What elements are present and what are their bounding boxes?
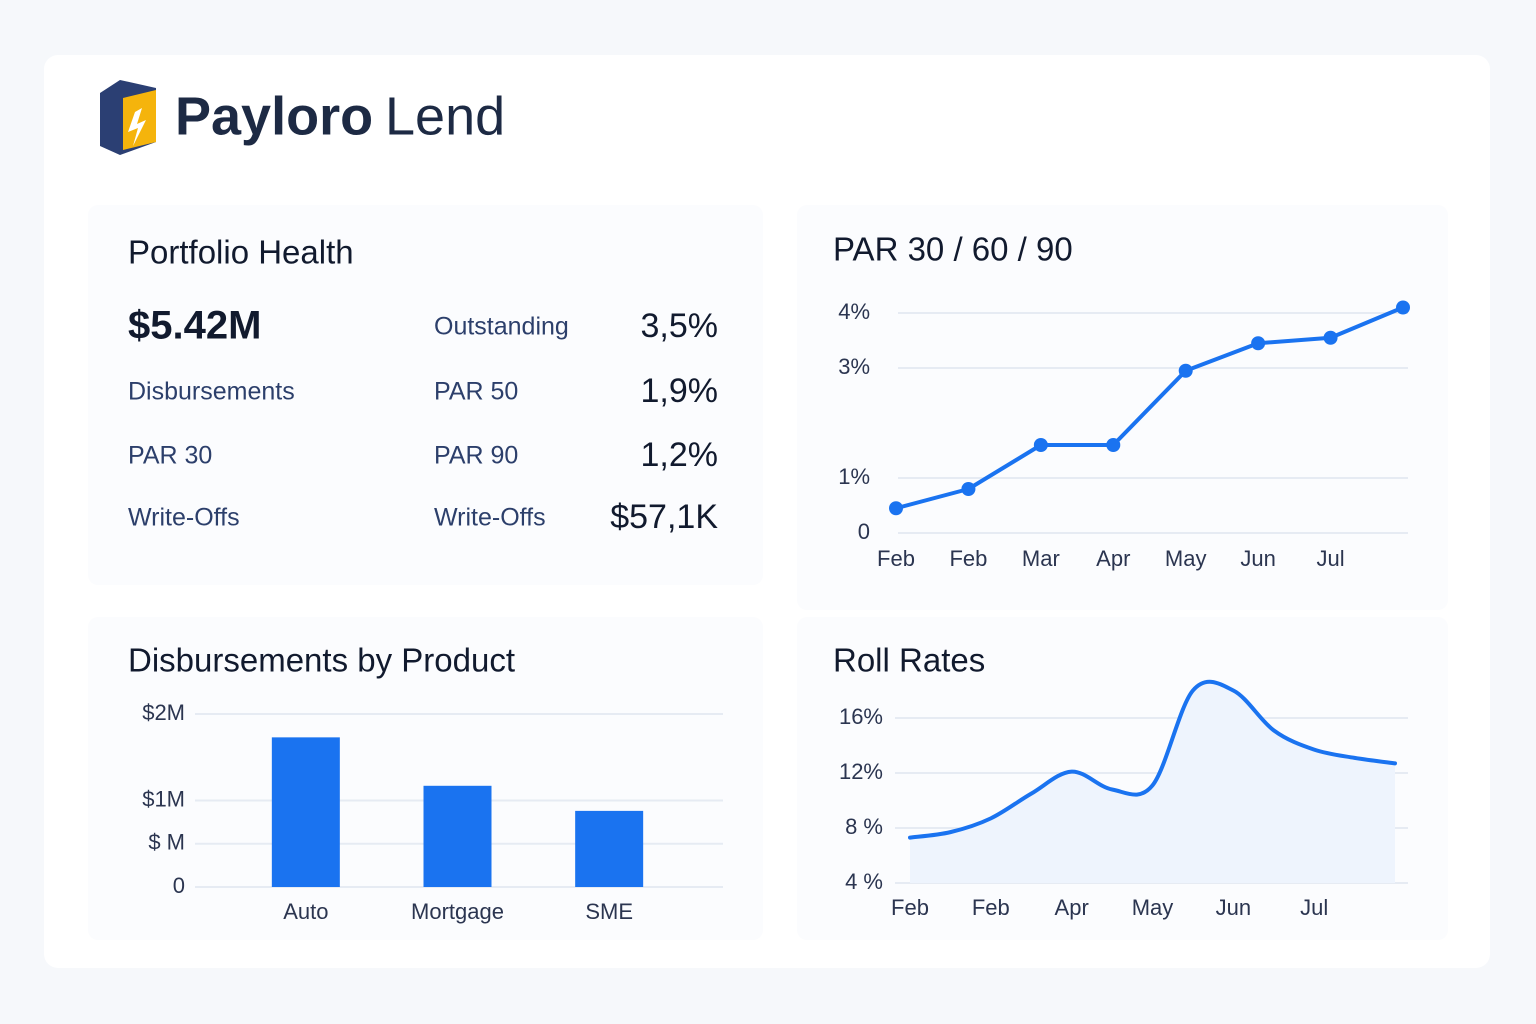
x-tick-label: Jun xyxy=(1240,546,1275,571)
x-tick-label: Feb xyxy=(891,895,929,920)
y-tick-label: 3% xyxy=(838,354,870,379)
panel-title: Roll Rates xyxy=(833,642,985,679)
y-tick-label: $1M xyxy=(142,786,185,811)
x-tick-label: Auto xyxy=(283,899,328,924)
marker xyxy=(1251,336,1266,351)
y-tick-label: 1% xyxy=(838,464,870,489)
bar xyxy=(575,810,644,887)
bar xyxy=(423,785,492,887)
y-tick-label: 4% xyxy=(838,299,870,324)
x-tick-label: Mortgage xyxy=(411,899,504,924)
x-tick-label: Feb xyxy=(972,895,1010,920)
x-tick-label: Feb xyxy=(949,546,987,571)
kpi-value: 1,9% xyxy=(641,372,719,410)
y-tick-label: 16% xyxy=(839,704,883,729)
line xyxy=(908,679,1397,840)
kpi-label: Write-Offs xyxy=(128,504,240,532)
marker xyxy=(961,482,976,496)
y-tick-label: $ M xyxy=(148,830,185,855)
kpi-label: PAR 90 xyxy=(434,442,518,470)
y-tick-label: 12% xyxy=(839,759,883,784)
x-tick-label: Jun xyxy=(1216,895,1251,920)
kpi-value: 1,2% xyxy=(641,436,719,474)
y-tick-label: 0 xyxy=(173,873,185,898)
marker xyxy=(1323,330,1338,345)
kpi-label: PAR 50 xyxy=(434,378,518,406)
line xyxy=(894,305,1405,511)
kpi-label: Disbursements xyxy=(128,378,295,406)
marker xyxy=(1033,438,1048,452)
marker xyxy=(1178,363,1193,378)
panel-title: PAR 30 / 60 / 90 xyxy=(833,231,1073,268)
logo xyxy=(100,80,156,155)
bar xyxy=(271,737,340,887)
y-tick-label: 8 % xyxy=(845,814,883,839)
kpi-label: $5.42M xyxy=(128,304,261,348)
kpi-label: Write-Offs xyxy=(434,504,546,532)
x-tick-label: Jul xyxy=(1317,546,1345,571)
marker xyxy=(889,501,903,516)
product-name: Lend xyxy=(385,86,505,146)
x-tick-label: Feb xyxy=(877,546,915,571)
y-tick-label: $2M xyxy=(142,700,185,725)
x-tick-label: SME xyxy=(585,899,633,924)
brand-name: Payloro xyxy=(175,86,373,146)
kpi-value: 3,5% xyxy=(641,307,719,345)
marker xyxy=(1106,438,1121,452)
x-tick-label: May xyxy=(1132,895,1174,920)
x-tick-label: May xyxy=(1165,546,1207,571)
marker xyxy=(1396,300,1410,315)
panel xyxy=(797,205,1448,610)
x-tick-label: Jul xyxy=(1300,895,1328,920)
panel xyxy=(88,205,763,585)
kpi-value: $57,1K xyxy=(610,498,718,536)
x-tick-label: Mar xyxy=(1022,546,1060,571)
x-tick-label: Apr xyxy=(1096,546,1130,571)
panel-title: Portfolio Health xyxy=(128,234,354,271)
x-tick-label: Apr xyxy=(1055,895,1089,920)
y-tick-label: 0 xyxy=(858,519,870,544)
kpi-label: PAR 30 xyxy=(128,442,212,470)
kpi-label: Outstanding xyxy=(434,313,569,341)
y-tick-label: 4 % xyxy=(845,869,883,894)
panel-title: Disbursements by Product xyxy=(128,642,515,679)
